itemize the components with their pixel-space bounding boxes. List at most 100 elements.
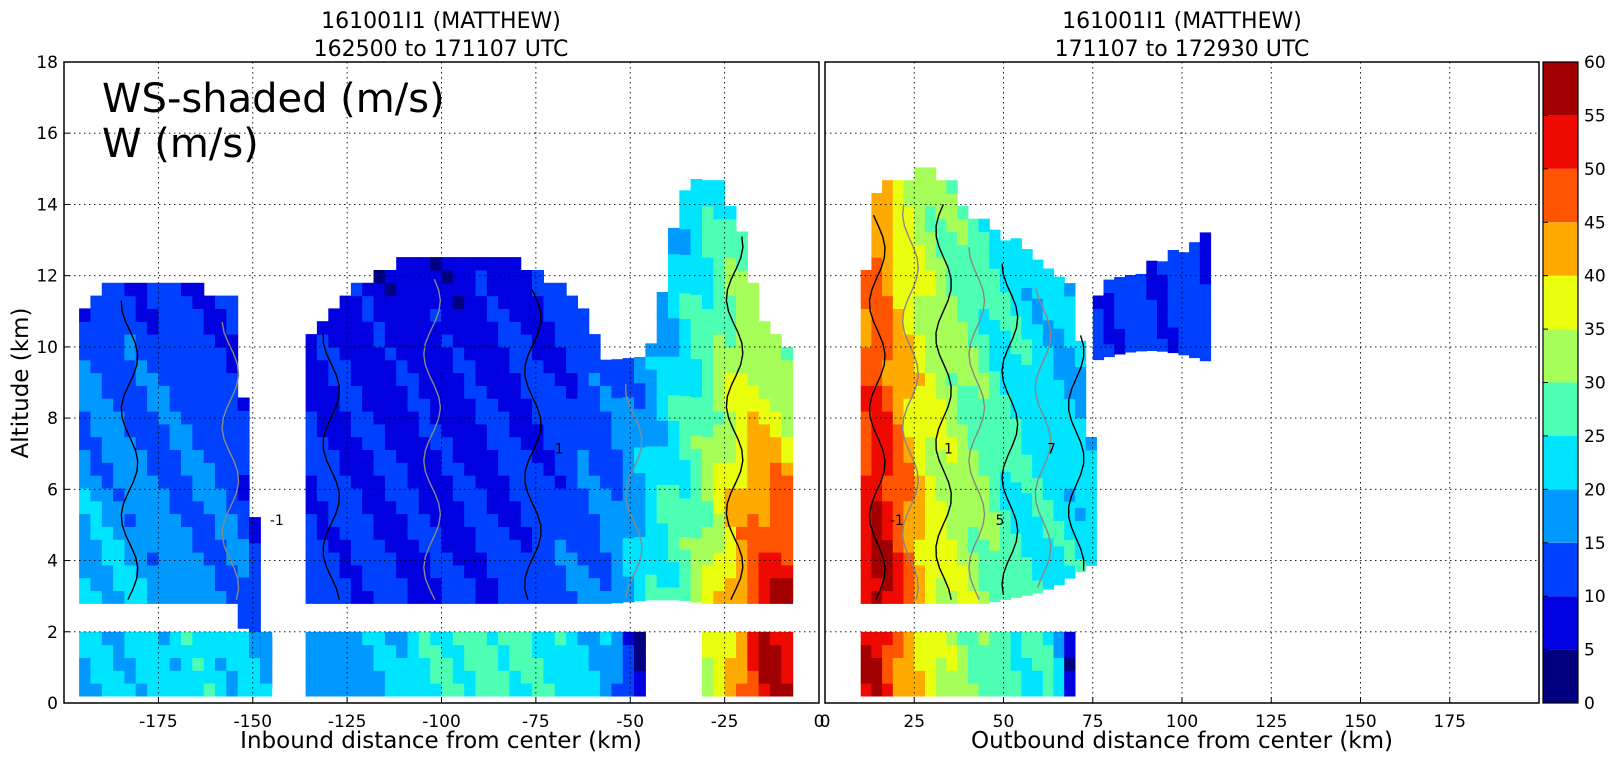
- ws-cell: [957, 526, 969, 540]
- ws-cell: [1042, 371, 1055, 385]
- ws-cell: [1010, 657, 1022, 671]
- ws-cell: [946, 670, 958, 684]
- ws-cell: [192, 385, 205, 399]
- ws-cell: [1053, 683, 1065, 697]
- ws-cell: [925, 670, 937, 684]
- ws-cell: [169, 321, 182, 335]
- ws-cell: [509, 552, 522, 566]
- ws-cell: [1021, 351, 1033, 365]
- ws-cell: [181, 487, 193, 502]
- ws-cell: [946, 257, 958, 271]
- colorbar-tick-label: 20: [1584, 480, 1606, 500]
- ws-cell: [871, 423, 883, 438]
- ws-cell: [1010, 379, 1022, 393]
- ws-cell: [1042, 294, 1055, 308]
- ws-cell: [978, 231, 990, 245]
- ws-cell: [713, 359, 726, 374]
- ws-cell: [736, 398, 748, 412]
- ws-cell: [1021, 390, 1033, 404]
- ws-cell: [509, 539, 522, 553]
- left-ws-shading: [79, 179, 794, 697]
- ws-cell: [328, 334, 341, 348]
- ws-cell: [781, 500, 794, 515]
- ws-cell: [79, 321, 91, 335]
- ws-cell: [634, 382, 646, 397]
- ws-cell: [452, 411, 465, 425]
- ws-cell: [215, 539, 227, 553]
- ws-cell: [871, 670, 883, 684]
- ws-cell: [946, 564, 958, 579]
- ws-cell: [215, 436, 227, 450]
- ws-cell: [957, 218, 969, 233]
- ws-cell: [769, 644, 782, 658]
- ws-cell: [1064, 526, 1076, 541]
- ws-cell: [566, 577, 578, 591]
- ws-cell: [475, 334, 488, 348]
- ws-cell: [396, 436, 409, 450]
- ws-cell: [192, 346, 205, 361]
- ws-cell: [1064, 462, 1076, 476]
- ws-cell: [113, 449, 125, 463]
- ws-cell: [407, 644, 420, 658]
- ws-cell: [90, 539, 103, 553]
- ws-cell: [441, 644, 454, 658]
- ws-cell: [158, 295, 171, 309]
- ws-cell: [554, 564, 567, 579]
- ws-cell: [1032, 298, 1044, 312]
- ws-cell: [407, 423, 420, 438]
- ws-cell: [892, 644, 905, 658]
- ws-cell: [1021, 338, 1033, 353]
- ws-cell: [464, 372, 477, 386]
- ws-cell: [882, 270, 894, 284]
- ws-cell: [577, 487, 590, 502]
- ws-cell: [464, 670, 477, 684]
- ws-cell: [892, 526, 905, 540]
- ws-cell: [90, 449, 103, 463]
- ws-cell: [396, 513, 409, 527]
- ws-cell: [339, 500, 352, 515]
- ws-cell: [1064, 565, 1076, 579]
- ws-cell: [622, 383, 635, 398]
- ws-cell: [226, 359, 239, 374]
- ws-cell: [957, 552, 969, 566]
- ws-cell: [713, 270, 726, 284]
- ws-cell: [634, 485, 646, 499]
- ws-cell: [946, 411, 958, 425]
- ws-cell: [509, 359, 522, 374]
- ws-cell: [362, 436, 375, 450]
- ws-cell: [690, 448, 703, 462]
- ws-cell: [967, 295, 980, 309]
- ws-cell: [588, 372, 601, 386]
- ws-cell: [622, 358, 635, 372]
- ws-cell: [914, 321, 926, 335]
- ws-cell: [509, 398, 522, 412]
- ws-cell: [203, 423, 216, 438]
- ws-cell: [925, 398, 937, 412]
- ws-cell: [1032, 657, 1044, 671]
- ws-cell: [1053, 443, 1065, 457]
- ws-cell: [679, 433, 692, 448]
- ws-cell: [600, 539, 612, 553]
- ws-cell: [328, 644, 341, 658]
- ws-cell: [781, 657, 794, 671]
- ws-cell: [328, 670, 341, 684]
- ws-cell: [384, 513, 397, 527]
- ws-cell: [192, 500, 205, 515]
- ws-cell: [645, 369, 658, 383]
- ws-cell: [656, 574, 669, 588]
- ws-cell: [1053, 481, 1065, 496]
- ws-cell: [452, 670, 465, 684]
- ws-cell: [124, 398, 137, 412]
- ws-cell: [978, 436, 990, 450]
- ws-cell: [702, 631, 714, 646]
- ws-cell: [1053, 571, 1065, 585]
- ws-cell: [90, 631, 103, 646]
- ws-cell: [384, 359, 397, 374]
- ws-cell: [1135, 273, 1147, 288]
- ws-cell: [758, 334, 771, 348]
- ws-cell: [147, 449, 159, 463]
- ws-cell: [226, 526, 239, 540]
- ws-cell: [475, 539, 488, 553]
- ws-cell: [418, 321, 431, 335]
- ws-cell: [79, 683, 91, 697]
